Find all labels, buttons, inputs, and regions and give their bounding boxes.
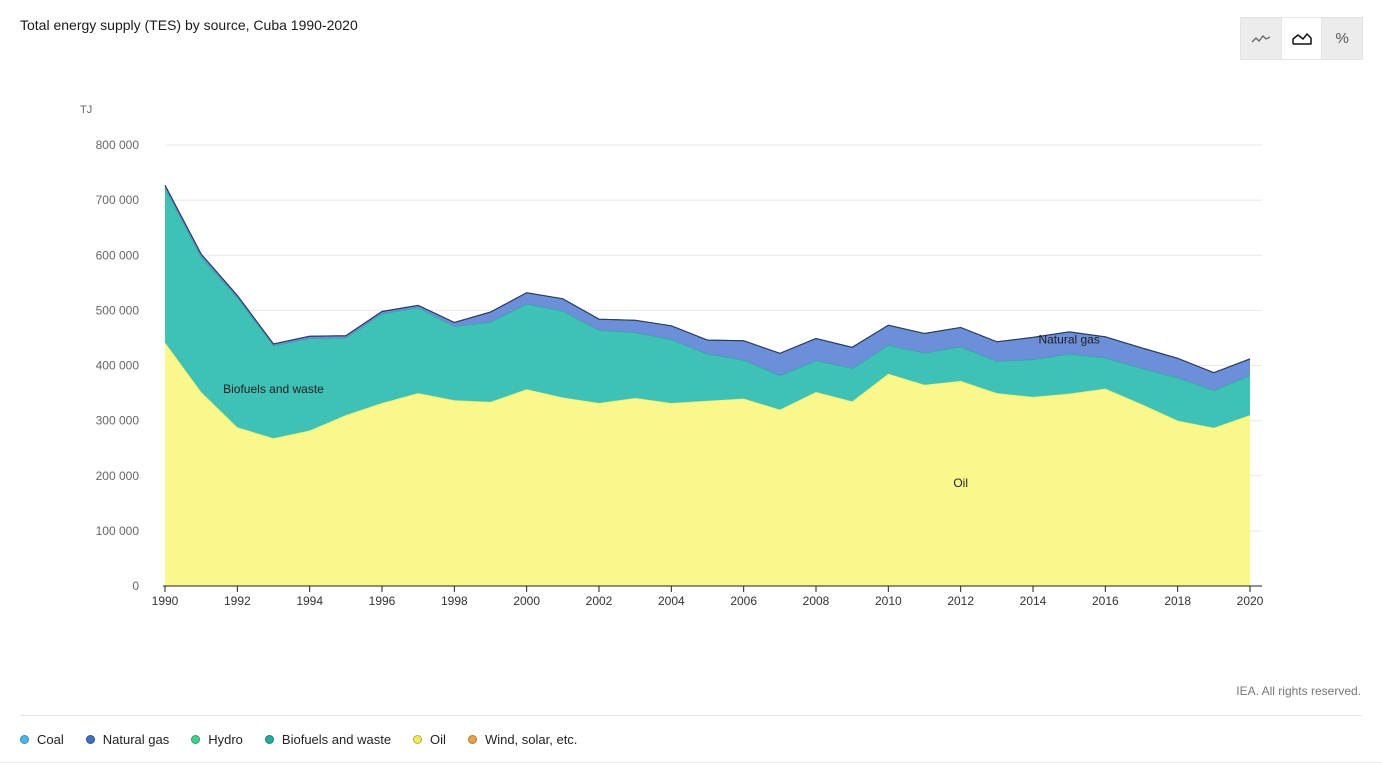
x-tick-label: 2000 bbox=[513, 594, 540, 608]
legend: Coal Natural gas Hydro Biofuels and wast… bbox=[20, 732, 599, 747]
chart-title: Total energy supply (TES) by source, Cub… bbox=[20, 17, 358, 33]
x-tick-label: 2010 bbox=[875, 594, 902, 608]
area-chart-icon bbox=[1291, 32, 1312, 45]
legend-label: Biofuels and waste bbox=[281, 732, 392, 747]
legend-label: Coal bbox=[37, 732, 64, 747]
legend-label: Wind, solar, etc. bbox=[484, 732, 578, 747]
x-tick-label: 2018 bbox=[1164, 594, 1191, 608]
x-tick-label: 2002 bbox=[586, 594, 613, 608]
y-tick-label: 500 000 bbox=[96, 303, 140, 317]
y-tick-label: 700 000 bbox=[96, 193, 140, 207]
x-tick-label: 2008 bbox=[803, 594, 830, 608]
x-tick-label: 2016 bbox=[1092, 594, 1119, 608]
x-tick-label: 1992 bbox=[224, 594, 251, 608]
x-tick-label: 2020 bbox=[1237, 594, 1264, 608]
x-tick-label: 1990 bbox=[152, 594, 179, 608]
percent-icon: % bbox=[1335, 30, 1349, 47]
chart-type-toolbar: % bbox=[1240, 17, 1363, 60]
x-tick-label: 1998 bbox=[441, 594, 468, 608]
legend-divider bbox=[20, 715, 1362, 716]
y-tick-label: 200 000 bbox=[96, 469, 140, 483]
y-tick-label: 0 bbox=[132, 579, 139, 593]
legend-label: Oil bbox=[430, 732, 446, 747]
series-annotation: Biofuels and waste bbox=[223, 382, 324, 396]
x-tick-label: 2006 bbox=[730, 594, 757, 608]
area-natural-gas bbox=[165, 185, 1250, 391]
area-biofuels-and-waste bbox=[165, 187, 1250, 439]
y-tick-label: 400 000 bbox=[96, 359, 140, 373]
legend-item-oil[interactable]: Oil bbox=[413, 732, 446, 747]
copyright-text: IEA. All rights reserved. bbox=[1236, 684, 1361, 698]
series-annotation: Natural gas bbox=[1038, 332, 1099, 346]
bottom-rule bbox=[0, 762, 1382, 763]
legend-dot-hydro bbox=[191, 735, 201, 744]
legend-label: Natural gas bbox=[102, 732, 170, 747]
x-tick-label: 2012 bbox=[947, 594, 974, 608]
legend-dot-oil bbox=[413, 735, 423, 744]
legend-item-hydro[interactable]: Hydro bbox=[191, 732, 243, 747]
line-chart-icon bbox=[1251, 34, 1271, 42]
legend-dot-biofuels bbox=[264, 735, 274, 744]
y-tick-label: 800 000 bbox=[96, 138, 140, 152]
x-tick-label: 1996 bbox=[369, 594, 396, 608]
x-tick-label: 1994 bbox=[296, 594, 323, 608]
x-tick-label: 2004 bbox=[658, 594, 685, 608]
legend-dot-natural-gas bbox=[85, 735, 95, 744]
legend-item-natural-gas[interactable]: Natural gas bbox=[85, 732, 170, 747]
series-annotation: Oil bbox=[953, 476, 968, 490]
x-tick-label: 2014 bbox=[1020, 594, 1047, 608]
legend-item-biofuels[interactable]: Biofuels and waste bbox=[264, 732, 392, 747]
line-chart-button[interactable] bbox=[1241, 18, 1282, 59]
y-tick-label: 300 000 bbox=[96, 414, 140, 428]
y-tick-label: 100 000 bbox=[96, 524, 140, 538]
total-outline bbox=[164, 185, 1251, 374]
legend-label: Hydro bbox=[208, 732, 243, 747]
y-tick-label: 600 000 bbox=[96, 248, 140, 262]
legend-dot-wind-solar bbox=[467, 735, 477, 744]
legend-item-coal[interactable]: Coal bbox=[20, 732, 64, 747]
legend-dot-coal bbox=[20, 735, 29, 744]
stacked-area-chart: 0 100 000 200 000 300 000 400 000 500 000 600 … bbox=[96, 138, 1264, 608]
legend-item-wind-solar[interactable]: Wind, solar, etc. bbox=[467, 732, 578, 747]
y-axis-unit: TJ bbox=[80, 104, 93, 116]
area-oil bbox=[165, 342, 1250, 586]
area-chart-button[interactable] bbox=[1281, 18, 1323, 59]
percent-button[interactable]: % bbox=[1322, 18, 1362, 59]
